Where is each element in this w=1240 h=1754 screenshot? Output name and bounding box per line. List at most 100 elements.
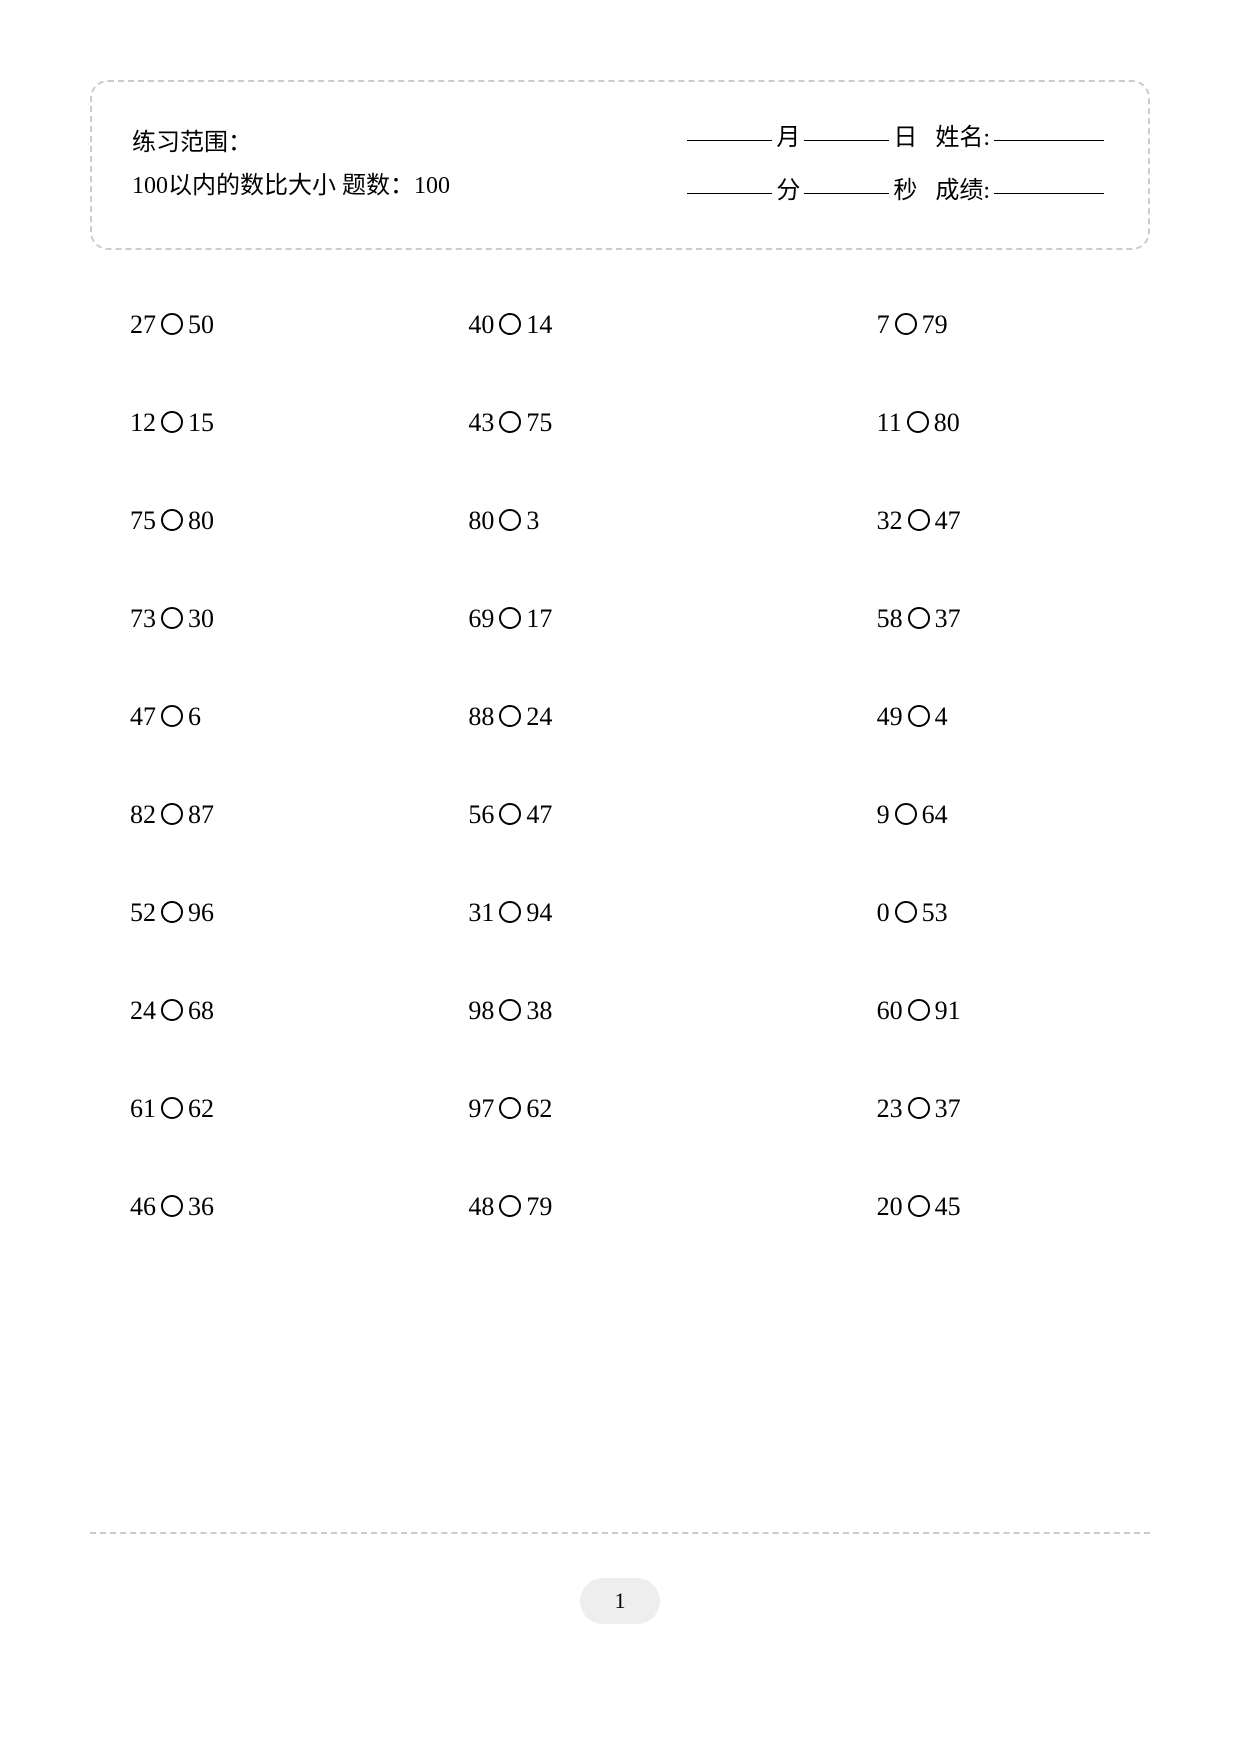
problem-cell: 779 xyxy=(702,310,1110,340)
problems-grid: 2750401477912154375118075808033247733069… xyxy=(90,310,1150,1222)
month-label: 月 xyxy=(776,125,800,151)
problem-right-number: 94 xyxy=(526,898,552,928)
problem-right-number: 17 xyxy=(526,604,552,634)
comparison-circle[interactable] xyxy=(499,901,521,923)
problem-cell: 9762 xyxy=(363,1094,701,1124)
comparison-circle[interactable] xyxy=(161,705,183,727)
problem-left-number: 52 xyxy=(130,898,156,928)
comparison-circle[interactable] xyxy=(895,901,917,923)
problem-cell: 9 64 xyxy=(702,800,1110,830)
comparison-circle[interactable] xyxy=(907,411,929,433)
problem-right-number: 62 xyxy=(188,1094,214,1124)
comparison-circle[interactable] xyxy=(499,705,521,727)
problem-left-number: 49 xyxy=(877,702,903,732)
problem-cell: 6091 xyxy=(702,996,1110,1026)
title-line1: 练习范围： xyxy=(132,122,450,165)
comparison-circle[interactable] xyxy=(161,803,183,825)
problem-left-number: 40 xyxy=(468,310,494,340)
comparison-circle[interactable] xyxy=(161,411,183,433)
minute-label: 分 xyxy=(776,178,800,204)
time-score-row: 分 秒 成绩: xyxy=(683,165,1108,218)
comparison-circle[interactable] xyxy=(161,607,183,629)
problem-cell: 4636 xyxy=(130,1192,363,1222)
problem-right-number: 75 xyxy=(526,408,552,438)
name-label: 姓名: xyxy=(935,125,990,151)
comparison-circle[interactable] xyxy=(895,803,917,825)
name-blank[interactable] xyxy=(994,140,1104,141)
comparison-circle[interactable] xyxy=(161,1097,183,1119)
problem-row: 4768824494 xyxy=(130,702,1110,732)
score-blank[interactable] xyxy=(994,193,1104,194)
problem-right-number: 36 xyxy=(188,1192,214,1222)
comparison-circle[interactable] xyxy=(895,313,917,335)
problem-left-number: 58 xyxy=(877,604,903,634)
problem-left-number: 97 xyxy=(468,1094,494,1124)
problem-cell: 476 xyxy=(130,702,363,732)
comparison-circle[interactable] xyxy=(908,1195,930,1217)
score-label: 成绩: xyxy=(935,178,990,204)
problem-cell: 52 96 xyxy=(130,898,363,928)
header-box: 练习范围： 100以内的数比大小 题数：100 月日 姓名: 分秒 成绩: xyxy=(90,80,1150,250)
second-label: 秒 xyxy=(893,178,917,204)
problem-cell: 803 xyxy=(363,506,701,536)
problem-row: 52 96 31 94 0 53 xyxy=(130,898,1110,928)
problem-right-number: 96 xyxy=(188,898,214,928)
comparison-circle[interactable] xyxy=(908,999,930,1021)
problem-cell: 40 14 xyxy=(363,310,701,340)
problem-left-number: 98 xyxy=(468,996,494,1026)
problem-cell: 4879 xyxy=(363,1192,701,1222)
problem-row: 75808033247 xyxy=(130,506,1110,536)
comparison-circle[interactable] xyxy=(908,705,930,727)
month-blank[interactable] xyxy=(687,140,772,141)
comparison-circle[interactable] xyxy=(161,1195,183,1217)
day-blank[interactable] xyxy=(804,140,889,141)
problem-row: 733069175837 xyxy=(130,604,1110,634)
problem-row: 121543751180 xyxy=(130,408,1110,438)
comparison-circle[interactable] xyxy=(499,803,521,825)
comparison-circle[interactable] xyxy=(499,313,521,335)
problem-cell: 31 94 xyxy=(363,898,701,928)
problem-cell: 494 xyxy=(702,702,1110,732)
problem-left-number: 23 xyxy=(877,1094,903,1124)
problem-right-number: 64 xyxy=(922,800,948,830)
problem-cell: 5837 xyxy=(702,604,1110,634)
problem-row: 616297622337 xyxy=(130,1094,1110,1124)
problem-left-number: 73 xyxy=(130,604,156,634)
comparison-circle[interactable] xyxy=(908,607,930,629)
problem-cell: 2468 xyxy=(130,996,363,1026)
problem-left-number: 43 xyxy=(468,408,494,438)
problem-right-number: 68 xyxy=(188,996,214,1026)
minute-blank[interactable] xyxy=(687,193,772,194)
problem-left-number: 20 xyxy=(877,1192,903,1222)
problem-row: 2468 98 38 6091 xyxy=(130,996,1110,1026)
comparison-circle[interactable] xyxy=(161,313,183,335)
problem-left-number: 7 xyxy=(877,310,890,340)
problem-left-number: 32 xyxy=(877,506,903,536)
problem-left-number: 0 xyxy=(877,898,890,928)
comparison-circle[interactable] xyxy=(161,901,183,923)
comparison-circle[interactable] xyxy=(499,1195,521,1217)
comparison-circle[interactable] xyxy=(499,607,521,629)
problem-right-number: 47 xyxy=(526,800,552,830)
comparison-circle[interactable] xyxy=(499,1097,521,1119)
problem-right-number: 14 xyxy=(526,310,552,340)
problem-cell: 98 38 xyxy=(363,996,701,1026)
problem-left-number: 31 xyxy=(468,898,494,928)
comparison-circle[interactable] xyxy=(499,999,521,1021)
comparison-circle[interactable] xyxy=(161,999,183,1021)
comparison-circle[interactable] xyxy=(908,1097,930,1119)
comparison-circle[interactable] xyxy=(499,411,521,433)
comparison-circle[interactable] xyxy=(908,509,930,531)
problem-cell: 1215 xyxy=(130,408,363,438)
problem-left-number: 47 xyxy=(130,702,156,732)
problem-left-number: 11 xyxy=(877,408,902,438)
second-blank[interactable] xyxy=(804,193,889,194)
comparison-circle[interactable] xyxy=(161,509,183,531)
problem-left-number: 9 xyxy=(877,800,890,830)
problem-right-number: 38 xyxy=(526,996,552,1026)
problem-cell: 2750 xyxy=(130,310,363,340)
problem-right-number: 53 xyxy=(922,898,948,928)
problem-right-number: 15 xyxy=(188,408,214,438)
comparison-circle[interactable] xyxy=(499,509,521,531)
problem-row: 82875647964 xyxy=(130,800,1110,830)
